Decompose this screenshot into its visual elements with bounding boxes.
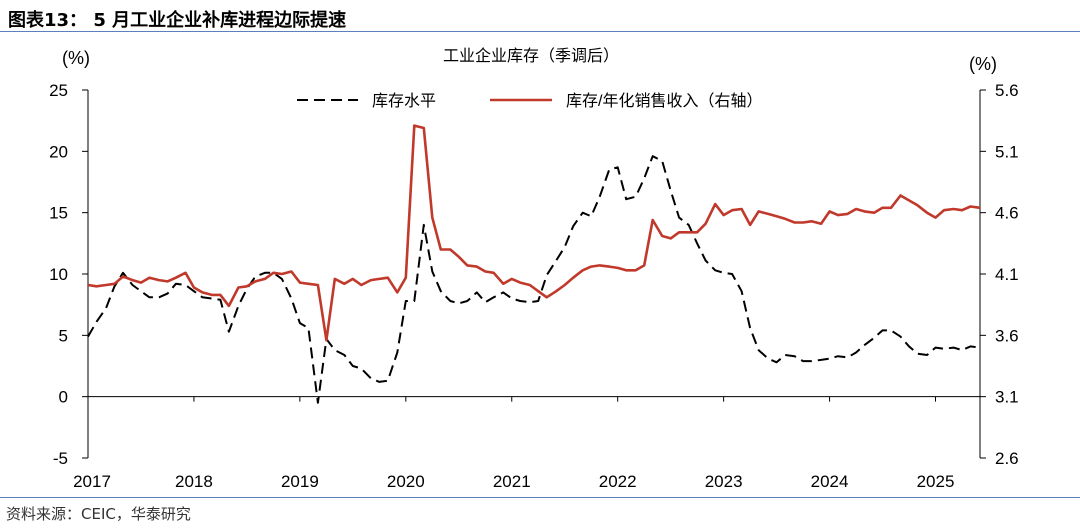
x-tick-label: 2019	[281, 472, 319, 491]
x-tick-label: 2017	[73, 472, 111, 491]
series-line-inventory-level	[87, 155, 981, 404]
source-note: 资料来源：CEIC，华泰研究	[6, 505, 191, 523]
left-tick-label: 0	[59, 388, 68, 407]
right-tick-label: 3.1	[995, 388, 1019, 407]
right-tick-label: 4.6	[995, 204, 1019, 223]
x-tick-label: 2018	[175, 472, 213, 491]
x-tick-label: 2020	[387, 472, 425, 491]
legend-label-inventory-level: 库存水平	[372, 92, 436, 110]
right-tick-label: 5.6	[995, 81, 1019, 100]
series-line-inventory-ratio	[87, 124, 981, 342]
left-axis-unit: (%)	[62, 48, 90, 68]
right-axis-unit: (%)	[969, 54, 997, 74]
right-tick-label: 3.6	[995, 326, 1019, 345]
x-tick-label: 2022	[599, 472, 637, 491]
series-layer	[87, 124, 981, 404]
right-tick-label: 5.1	[995, 142, 1019, 161]
left-tick-label: 20	[49, 142, 68, 161]
figure-title: 图表13： 5 月工业企业补库进程边际提速	[8, 10, 347, 31]
left-tick-label: 10	[49, 265, 68, 284]
top-rule	[0, 31, 1080, 32]
legend: 库存水平 库存/年化销售收入（右轴）	[297, 92, 762, 110]
left-tick-label: 5	[59, 326, 68, 345]
right-tick-label: 2.6	[995, 449, 1019, 468]
x-tick-label: 2023	[705, 472, 743, 491]
left-tick-label: 25	[49, 81, 68, 100]
left-tick-label: -5	[53, 449, 68, 468]
left-tick-label: 15	[49, 204, 68, 223]
x-tick-label: 2021	[493, 472, 531, 491]
right-tick-label: 4.1	[995, 265, 1019, 284]
chart-title: 工业企业库存（季调后）	[443, 47, 619, 65]
bottom-rule	[0, 497, 1080, 498]
x-tick-label: 2024	[811, 472, 849, 491]
x-tick-label: 2025	[917, 472, 955, 491]
legend-label-inventory-ratio: 库存/年化销售收入（右轴）	[566, 92, 762, 110]
